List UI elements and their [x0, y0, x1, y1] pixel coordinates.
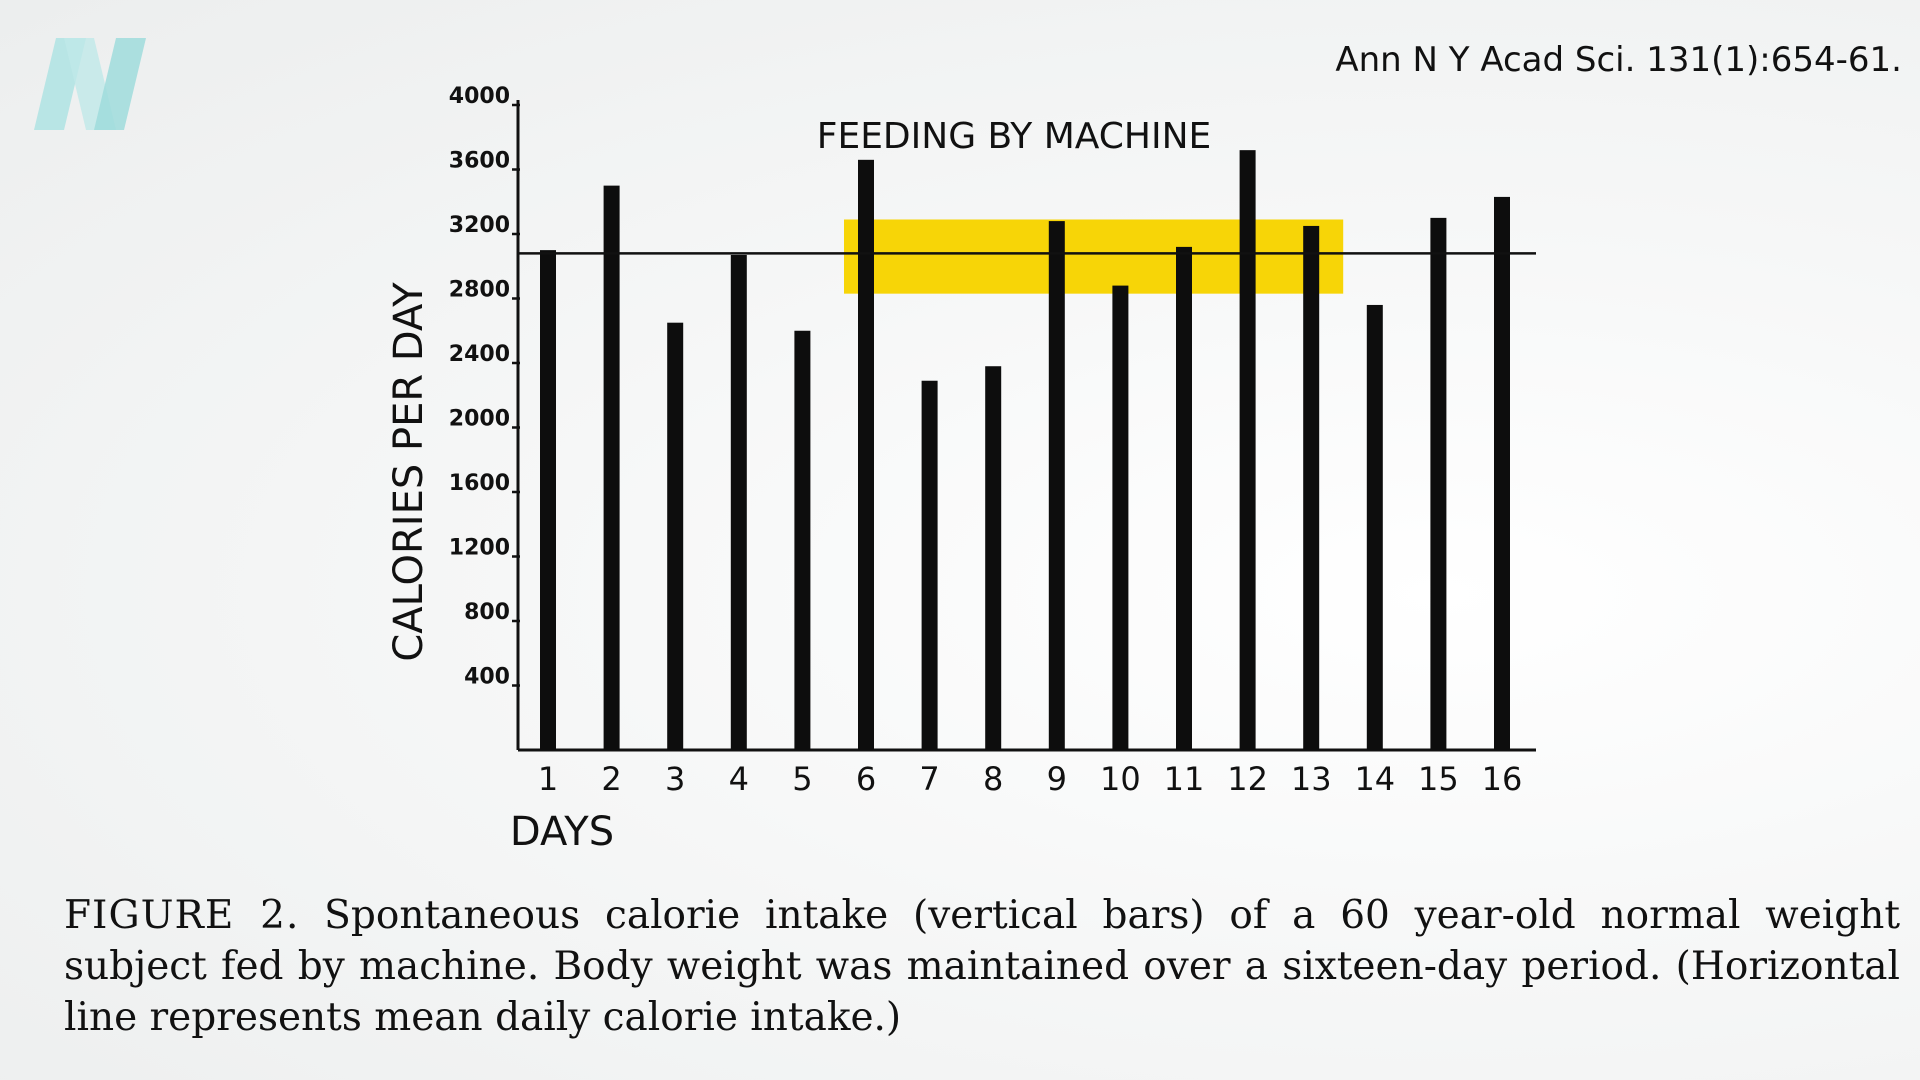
y-tick-label: 3200	[449, 213, 510, 238]
bar	[1176, 246, 1192, 750]
x-tick-label: 9	[1047, 760, 1067, 798]
caption-label: FIGURE 2.	[64, 893, 300, 938]
bar	[603, 185, 620, 750]
chart-title: FEEDING BY MACHINE	[817, 116, 1212, 157]
y-tick-label: 2000	[449, 407, 510, 432]
bar	[1048, 221, 1065, 751]
bar	[1366, 304, 1383, 750]
y-tick-label: 2400	[449, 342, 510, 367]
citation: Ann N Y Acad Sci. 131(1):654-61.	[1335, 40, 1902, 80]
y-tick-label: 1600	[449, 471, 510, 496]
figure-caption: FIGURE 2. Spontaneous calorie intake (ve…	[64, 890, 1900, 1043]
y-axis-label: CALORIES PER DAY	[386, 282, 432, 662]
highlight-band	[844, 219, 1344, 294]
n-logo-icon	[34, 38, 168, 130]
x-tick-label: 14	[1354, 760, 1395, 798]
bar	[858, 159, 874, 750]
bar	[794, 330, 811, 750]
bar	[1430, 217, 1447, 750]
bar	[921, 380, 938, 750]
caption-text: Spontaneous calorie intake (vertical bar…	[64, 893, 1900, 1040]
x-axis-label: DAYS	[510, 809, 614, 855]
x-tick-label: 13	[1291, 760, 1332, 798]
bar	[540, 250, 556, 750]
bar	[667, 322, 684, 750]
bar	[985, 366, 1002, 750]
x-tick-label: 6	[856, 760, 876, 798]
x-tick-label: 11	[1164, 760, 1205, 798]
x-tick-label: 15	[1418, 760, 1459, 798]
x-tick-label: 8	[983, 760, 1003, 798]
bar	[1494, 196, 1510, 751]
x-tick-label: 10	[1100, 760, 1141, 798]
y-tick-label: 400	[464, 665, 510, 690]
y-tick-label: 4000	[449, 84, 510, 109]
x-tick-label: 7	[919, 760, 939, 798]
bar	[730, 254, 747, 750]
x-tick-label: 2	[601, 760, 621, 798]
x-tick-label: 12	[1227, 760, 1268, 798]
y-tick-label: 800	[464, 600, 510, 625]
bar	[1303, 225, 1320, 750]
x-tick-label: 4	[729, 760, 749, 798]
y-tick-label: 3600	[449, 149, 510, 174]
bar	[1239, 150, 1256, 750]
x-tick-label: 3	[665, 760, 685, 798]
x-tick-label: 16	[1482, 760, 1523, 798]
y-tick-label: 2800	[449, 278, 510, 303]
x-tick-label: 5	[792, 760, 812, 798]
x-tick-label: 1	[538, 760, 558, 798]
bar	[1112, 285, 1129, 750]
y-tick-label: 1200	[449, 536, 510, 561]
